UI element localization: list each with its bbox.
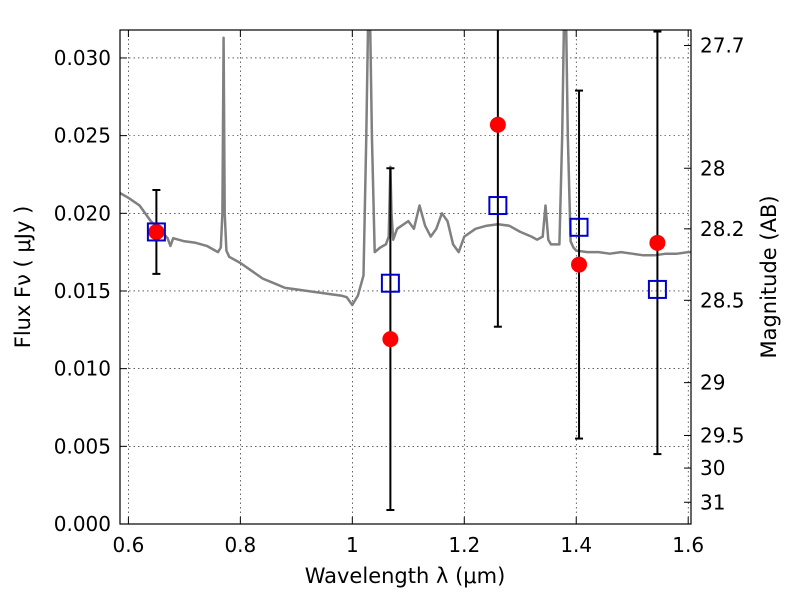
x-tick-label: 1.4 — [560, 533, 592, 557]
y-tick-label: 0.005 — [54, 434, 111, 458]
x-tick-label: 1.2 — [448, 533, 480, 557]
x-tick-label: 0.6 — [112, 533, 144, 557]
y2-axis-label: Magnitude (AB) — [757, 195, 781, 358]
y2-tick-label: 28.2 — [700, 217, 745, 241]
model-flux-point — [380, 273, 400, 293]
model-flux-point — [146, 222, 166, 242]
y-tick-label: 0.010 — [54, 357, 111, 381]
y2-tick-label: 28.5 — [700, 288, 745, 312]
plot-frame — [119, 29, 692, 525]
y-tick-label: 0.000 — [54, 512, 111, 536]
spectrum-line — [120, 30, 691, 307]
y-tick-label: 0.025 — [54, 124, 111, 148]
y2-tick-label: 29.5 — [700, 423, 745, 447]
model-flux-point — [647, 279, 667, 299]
y-tick-label: 0.015 — [54, 279, 111, 303]
x-tick-label: 1 — [346, 533, 359, 557]
x-tick-label: 0.8 — [224, 533, 256, 557]
x-axis-label: Wavelength λ (μm) — [305, 564, 506, 588]
grid — [120, 30, 691, 525]
y2-tick-label: 30 — [700, 456, 725, 480]
y2-tick-label: 27.7 — [700, 34, 745, 58]
observed-flux-point — [382, 331, 399, 348]
y-axis-label: Flux Fν ( μJy ) — [11, 206, 35, 349]
y-tick-label: 0.020 — [54, 201, 111, 225]
model-flux-point — [488, 196, 508, 216]
observed-flux-point — [148, 223, 165, 240]
plot-area — [120, 30, 691, 512]
y2-tick-label: 28 — [700, 156, 725, 180]
observed-flux-point — [571, 256, 588, 273]
y-tick-label: 0.030 — [54, 46, 111, 70]
observed-flux-point — [489, 116, 506, 133]
y2-tick-label: 29 — [700, 371, 725, 395]
axes: 0.6 0.8 1 1.2 1.4 1.6 0.000 0.005 0.010 0.015 0.02… — [54, 30, 745, 557]
observed-flux-point — [649, 234, 666, 251]
x-tick-label: 1.6 — [672, 533, 704, 557]
y2-tick-label: 31 — [700, 490, 725, 514]
model-flux-point — [569, 217, 589, 237]
